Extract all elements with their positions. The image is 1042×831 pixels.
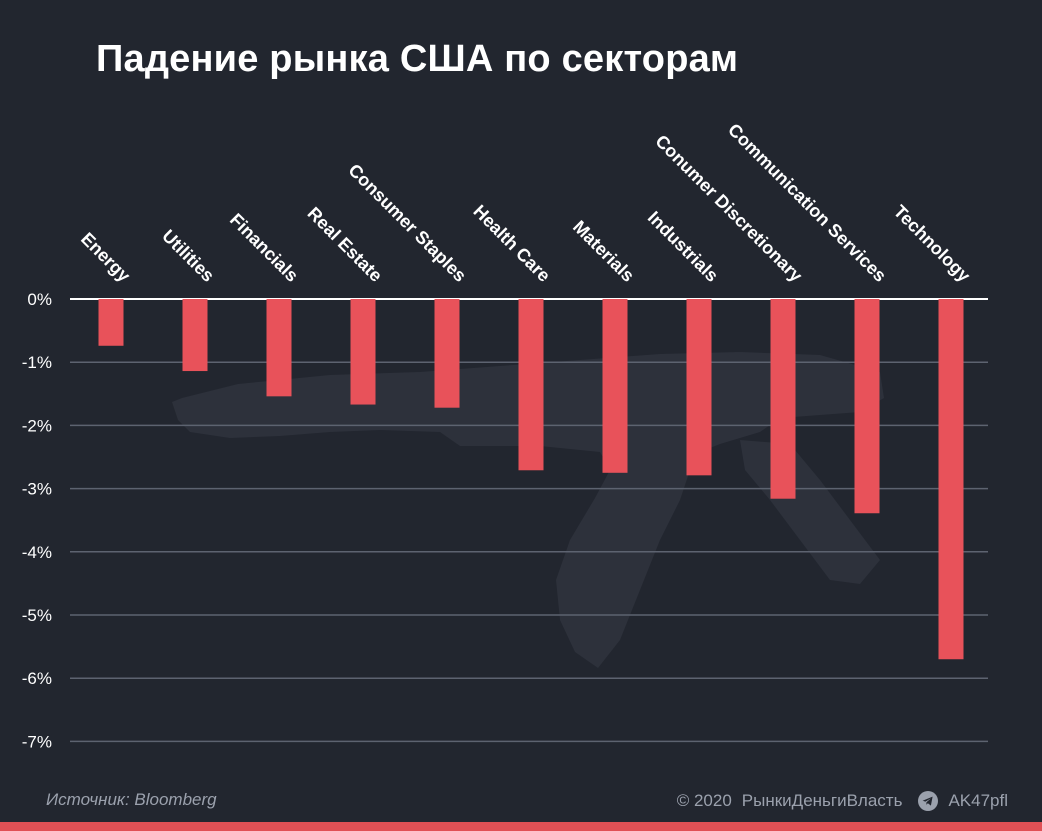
category-label: Utilities: [158, 226, 218, 286]
telegram-icon: [918, 791, 939, 811]
y-tick-label: 0%: [27, 290, 52, 309]
channel-handle[interactable]: AK47pfl: [948, 791, 1008, 810]
credits: © 2020 РынкиДеньгиВласть AK47pfl: [677, 791, 1008, 811]
bar: [98, 299, 124, 346]
y-axis-ticks: 0% -1% -2% -3% -4% -5% -6% -7%: [22, 290, 52, 751]
y-tick-label: -4%: [22, 543, 52, 562]
category-label: Communication Services: [724, 120, 890, 286]
bar: [602, 299, 628, 473]
copyright-text: © 2020: [676, 791, 732, 810]
brand-name: РынкиДеньгиВласть: [741, 791, 903, 810]
accent-strip: [0, 822, 1042, 831]
y-tick-label: -7%: [22, 732, 52, 751]
bar: [854, 299, 880, 514]
bar: [518, 299, 544, 471]
category-label: Real Estate: [304, 203, 387, 286]
source-note: Источник: Bloomberg: [46, 790, 217, 809]
category-label: Materials: [569, 216, 638, 285]
bar: [182, 299, 208, 372]
bar: [266, 299, 292, 397]
bar: [686, 299, 712, 476]
chart-title: Падение рынка США по секторам: [96, 38, 739, 80]
category-label: Industrials: [644, 207, 723, 286]
bar: [350, 299, 376, 405]
category-label: Energy: [77, 229, 134, 286]
y-tick-label: -6%: [22, 669, 52, 688]
bar: [434, 299, 460, 408]
bar: [938, 299, 964, 660]
category-label: Financials: [226, 209, 302, 285]
category-labels: Energy Utilities Financials Real EstateCons…: [77, 120, 974, 286]
y-tick-label: -3%: [22, 480, 52, 499]
category-label: Health Care: [469, 201, 554, 286]
y-tick-label: -5%: [22, 606, 52, 625]
y-tick-label: -2%: [22, 416, 52, 435]
y-tick-label: -1%: [22, 353, 52, 372]
category-label: Technology: [890, 201, 975, 286]
category-label: Conumer Discretionary: [651, 131, 806, 286]
bar: [770, 299, 796, 499]
bars: [98, 299, 964, 660]
